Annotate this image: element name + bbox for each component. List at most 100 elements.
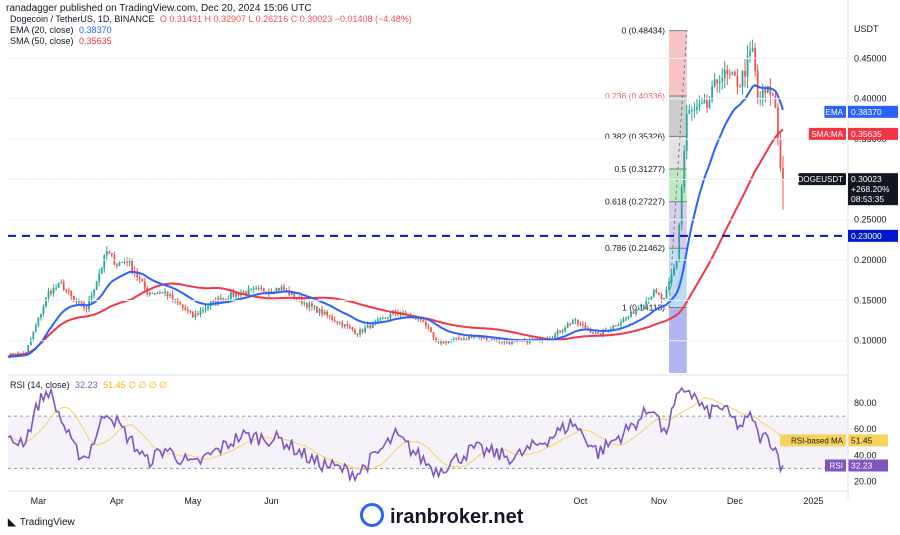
candle-body bbox=[427, 325, 430, 328]
candle-body bbox=[617, 324, 620, 326]
candle-body bbox=[328, 315, 331, 317]
candle-body bbox=[85, 307, 88, 310]
candle-body bbox=[245, 291, 247, 295]
candle-body bbox=[308, 303, 311, 308]
candle-body bbox=[338, 322, 341, 324]
candle-body bbox=[751, 47, 754, 52]
fib-trend-line bbox=[668, 30, 688, 308]
candle-body bbox=[736, 75, 739, 87]
rsi-tick-label: 20.00 bbox=[854, 476, 877, 486]
rsi-tick-label: 60.00 bbox=[854, 424, 877, 434]
time-tick-label: Mar bbox=[31, 496, 47, 506]
candle-body bbox=[754, 47, 757, 71]
candle-body bbox=[121, 261, 123, 263]
candle-body bbox=[45, 297, 47, 307]
candle-body bbox=[303, 302, 306, 304]
candle-body bbox=[285, 289, 288, 291]
candle-body bbox=[478, 336, 480, 338]
rsi-tag-name: RSI bbox=[830, 461, 843, 470]
candle-body bbox=[103, 255, 106, 268]
fib-zone bbox=[669, 248, 687, 308]
support-line[interactable] bbox=[8, 178, 848, 237]
symbol-title: Dogecoin / TetherUS, 1D, BINANCE bbox=[10, 14, 155, 24]
rsi-legend[interactable]: RSI (14, close) 32.23 51.45 ∅ ∅ ∅ ∅ bbox=[10, 380, 167, 391]
candle-body bbox=[110, 253, 113, 255]
candle-body bbox=[475, 336, 478, 338]
rsi-tag-value-box bbox=[848, 459, 888, 472]
candle-body bbox=[637, 307, 640, 310]
watermark-text: iranbroker.net bbox=[390, 506, 524, 528]
candle-body bbox=[703, 100, 706, 104]
symbol-legend: Dogecoin / TetherUS, 1D, BINANCE O 0.314… bbox=[10, 14, 412, 24]
price-tag-value-box bbox=[848, 229, 898, 242]
ema-legend[interactable]: EMA (20, close) 0.38370 bbox=[10, 25, 112, 35]
ema-legend-label: EMA (20, close) bbox=[10, 25, 74, 35]
candle-body bbox=[630, 311, 632, 317]
candle-body bbox=[52, 287, 55, 294]
candle-body bbox=[179, 302, 182, 305]
candle-body bbox=[229, 292, 232, 299]
candle-body bbox=[589, 329, 592, 333]
candle-body bbox=[318, 309, 321, 313]
candle-body bbox=[559, 330, 562, 333]
candle-body bbox=[255, 288, 258, 290]
candle-body bbox=[326, 311, 329, 316]
candle-body bbox=[642, 304, 645, 308]
time-axis[interactable]: Mar Apr May Jun Oct Nov Dec 2025 bbox=[31, 496, 824, 506]
candle-body bbox=[252, 288, 255, 290]
candle-body bbox=[65, 290, 68, 292]
candle-body bbox=[235, 293, 237, 297]
candle-body bbox=[374, 321, 377, 323]
candle-body bbox=[148, 292, 151, 295]
price-tag-name: DOGEUSDT bbox=[798, 175, 843, 184]
sma-legend[interactable]: SMA (50, close) 0.35635 bbox=[10, 36, 112, 46]
fib-zone bbox=[669, 136, 687, 170]
price-tags: EMA 0.38370 SMA:MA 0.35635 DOGEUSDT 0.30023+2… bbox=[798, 105, 898, 242]
candle-body bbox=[690, 110, 693, 112]
candle-body bbox=[685, 113, 688, 152]
candle-body bbox=[731, 71, 734, 75]
candle-body bbox=[554, 334, 556, 339]
candle-body bbox=[379, 318, 382, 320]
candle-body bbox=[594, 332, 597, 334]
candle-body bbox=[90, 295, 93, 300]
candle-body bbox=[663, 298, 665, 300]
rsi-tag-value: 51.45 bbox=[851, 435, 873, 445]
price-tick-label: 0.40000 bbox=[854, 94, 887, 104]
candle-body bbox=[566, 323, 569, 329]
candle-body bbox=[435, 338, 437, 342]
candle-body bbox=[726, 69, 729, 74]
candle-body bbox=[675, 261, 678, 268]
candle-body bbox=[224, 298, 227, 300]
watermark: iranbroker.net bbox=[360, 503, 523, 529]
candle-body bbox=[42, 306, 45, 314]
tv-logo-text: TradingView bbox=[19, 517, 75, 528]
fibonacci-retracement[interactable]: 0 (0.48434) 0.236 (0.40336) 0.382 (0.35326… bbox=[605, 26, 688, 373]
price-tag-name: SMA:MA bbox=[811, 130, 843, 139]
candle-body bbox=[331, 316, 334, 320]
candle-body bbox=[207, 306, 209, 309]
candle-body bbox=[668, 282, 670, 290]
fib-level-label: 0.5 (0.31277) bbox=[614, 164, 665, 174]
fib-level-label: 0.382 (0.35326) bbox=[605, 131, 665, 141]
candle-body bbox=[627, 316, 630, 318]
candle-body bbox=[50, 291, 52, 294]
candle-body bbox=[80, 301, 83, 303]
candle-body bbox=[678, 224, 681, 262]
price-axis[interactable]: 0.450000.400000.350000.300000.250000.200… bbox=[8, 0, 887, 500]
candle-body bbox=[354, 329, 356, 334]
candle-body bbox=[673, 267, 675, 276]
candle-body bbox=[574, 319, 577, 321]
candle-body bbox=[349, 326, 351, 328]
candle-body bbox=[640, 307, 643, 309]
candle-body bbox=[242, 291, 245, 293]
time-tick-label: May bbox=[184, 496, 202, 506]
tradingview-logo[interactable]: ◣ TradingView bbox=[8, 517, 75, 528]
candle-body bbox=[556, 330, 559, 335]
candle-body bbox=[696, 107, 698, 110]
rsi-tag-name-box bbox=[780, 434, 846, 447]
price-tag-value-box bbox=[848, 173, 898, 206]
price-tick-label: 0.25000 bbox=[854, 215, 887, 225]
candle-body bbox=[612, 325, 615, 329]
